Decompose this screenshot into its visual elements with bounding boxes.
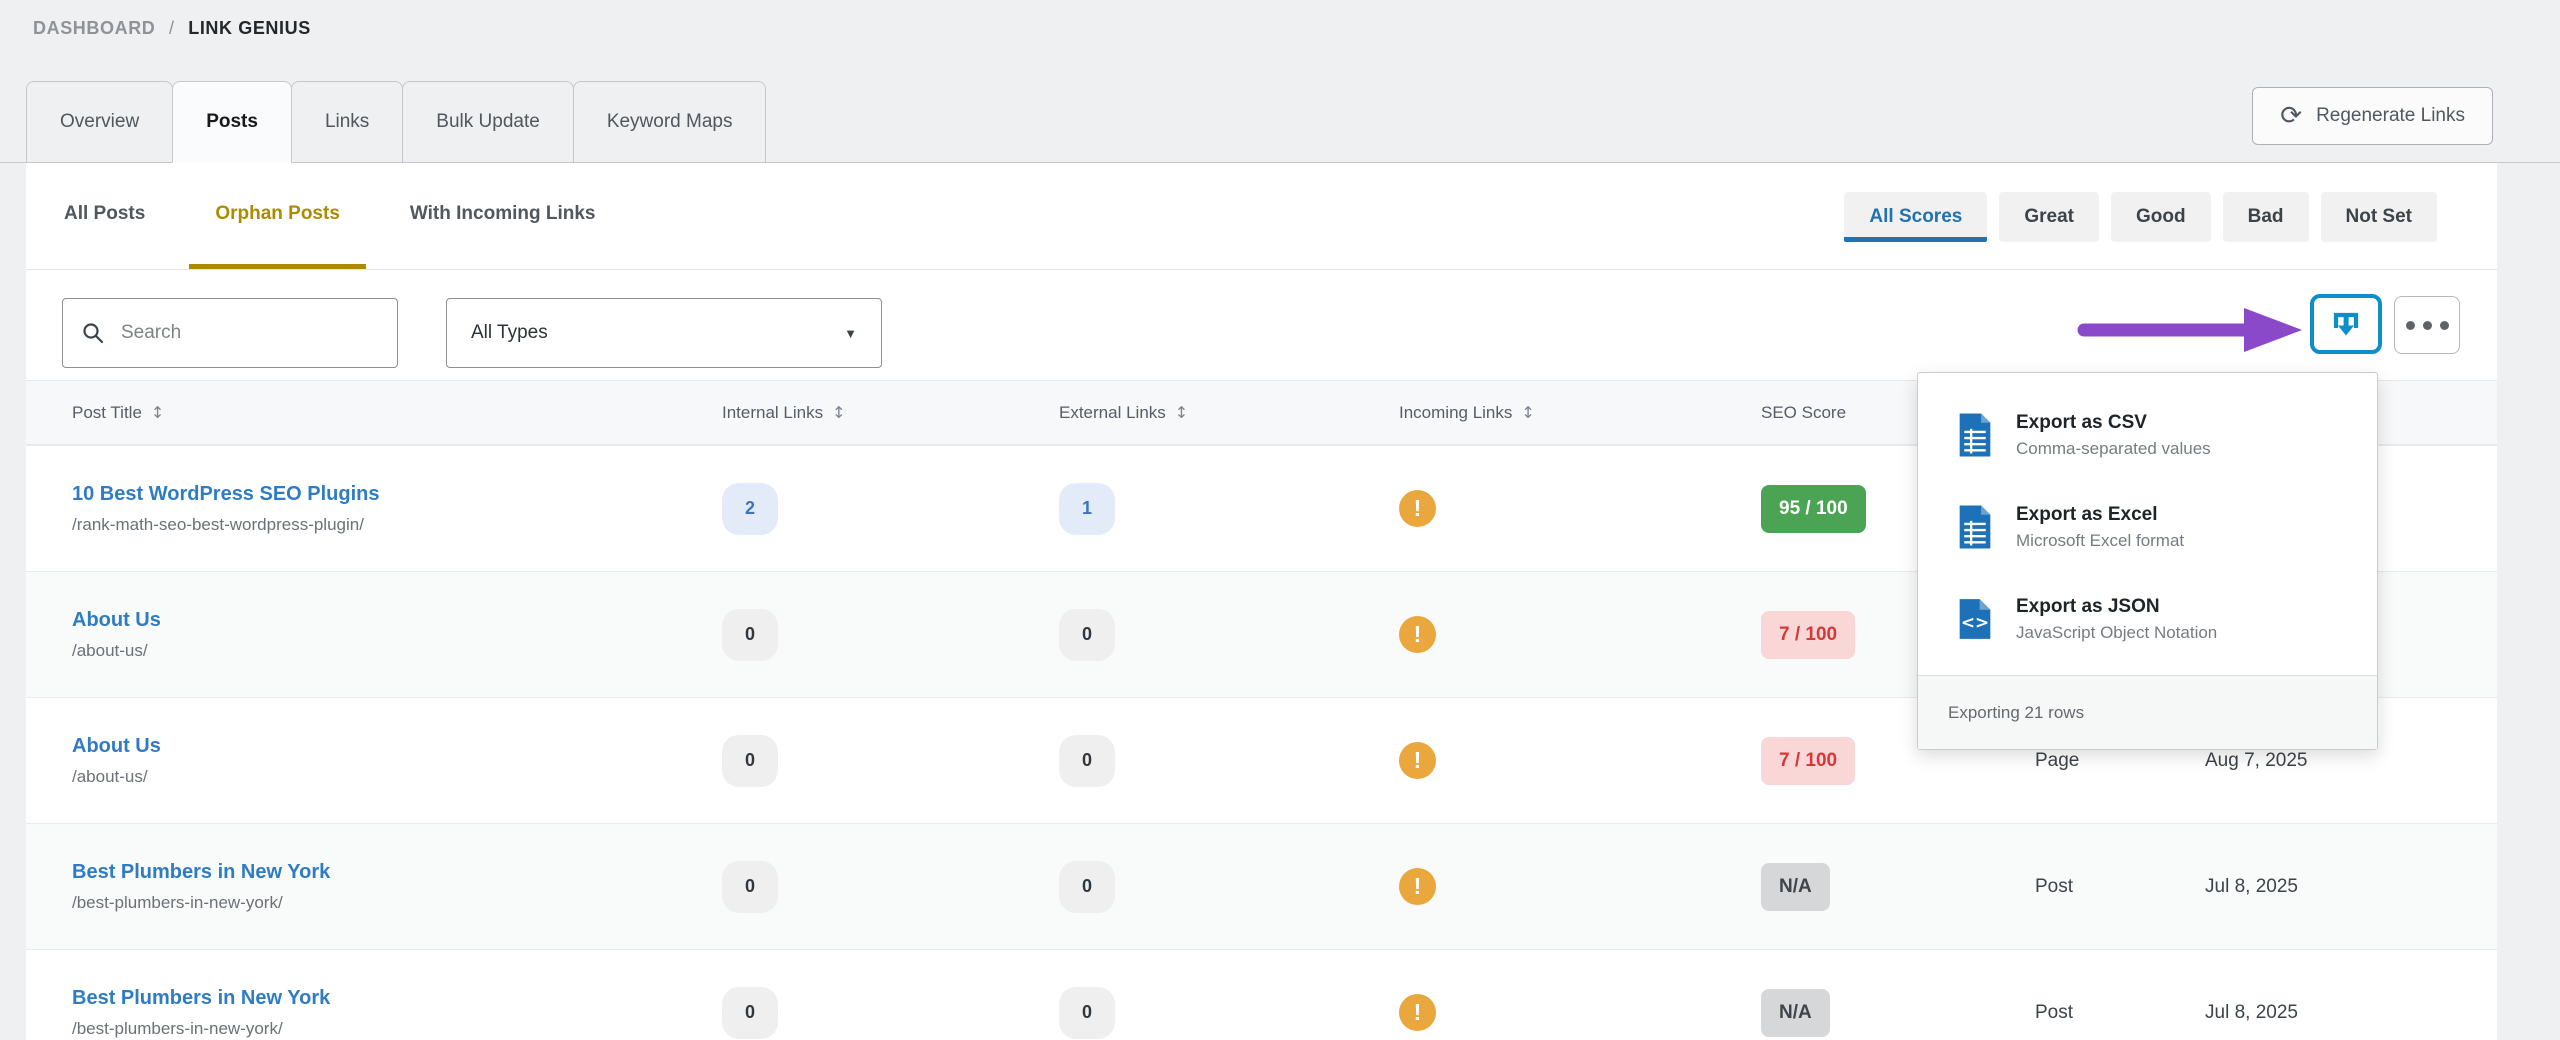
link-genius-page: DASHBOARD / LINK GENIUS Overview Posts L…: [0, 0, 2560, 1040]
post-title-link[interactable]: Best Plumbers in New York: [72, 861, 330, 883]
spreadsheet-icon: [1956, 504, 1994, 550]
external-links-badge[interactable]: 0: [1059, 609, 1115, 661]
export-json-item[interactable]: <> Export as JSON JavaScript Object Nota…: [1918, 573, 2377, 665]
regenerate-links-button[interactable]: ⟳ Regenerate Links: [2252, 87, 2493, 145]
table-row: Best Plumbers in New York /best-plumbers…: [26, 949, 2497, 1040]
search-input[interactable]: [119, 321, 379, 345]
seo-score-badge: 7 / 100: [1761, 611, 1855, 659]
post-url: /about-us/: [72, 767, 696, 787]
caret-down-icon: ▼: [844, 326, 857, 341]
search-icon: [81, 321, 105, 345]
main-tabs: Overview Posts Links Bulk Update Keyword…: [26, 81, 765, 163]
post-title-link[interactable]: Best Plumbers in New York: [72, 987, 330, 1009]
external-links-badge[interactable]: 0: [1059, 987, 1115, 1039]
internal-links-badge[interactable]: 2: [722, 483, 778, 535]
internal-links-badge[interactable]: 0: [722, 987, 778, 1039]
warning-icon: !: [1399, 490, 1436, 527]
tab-keyword-maps[interactable]: Keyword Maps: [573, 81, 767, 163]
tab-overview[interactable]: Overview: [26, 81, 173, 163]
code-file-icon: <>: [1956, 596, 1994, 642]
external-links-badge[interactable]: 0: [1059, 735, 1115, 787]
sync-icon: ⟳: [2280, 103, 2302, 129]
type-filter-select[interactable]: All Types ▼: [446, 298, 882, 368]
export-csv-description: Comma-separated values: [2016, 439, 2211, 459]
export-csv-item[interactable]: Export as CSV Comma-separated values: [1918, 389, 2377, 481]
export-excel-item[interactable]: Export as Excel Microsoft Excel format: [1918, 481, 2377, 573]
column-header-incoming-links[interactable]: Incoming Links↕: [1371, 403, 1731, 423]
internal-links-badge[interactable]: 0: [722, 609, 778, 661]
tab-posts[interactable]: Posts: [172, 81, 292, 163]
main-tab-bar: Overview Posts Links Bulk Update Keyword…: [0, 81, 2560, 163]
internal-links-badge[interactable]: 0: [722, 861, 778, 913]
export-download-icon: [2328, 308, 2364, 340]
export-excel-description: Microsoft Excel format: [2016, 531, 2184, 551]
post-title-link[interactable]: About Us: [72, 735, 161, 757]
warning-icon: !: [1399, 994, 1436, 1031]
export-json-label: Export as JSON: [2016, 596, 2217, 618]
post-date: Aug 7, 2025: [2171, 750, 2497, 772]
sort-icon[interactable]: ↕: [832, 403, 845, 422]
post-title-link[interactable]: 10 Best WordPress SEO Plugins: [72, 483, 380, 505]
svg-text:<>: <>: [1961, 612, 1989, 632]
internal-links-badge[interactable]: 0: [722, 735, 778, 787]
column-header-post-title[interactable]: Post Title↕: [26, 403, 696, 423]
export-dropdown-menu: Export as CSV Comma-separated values Exp…: [1917, 372, 2378, 750]
export-button[interactable]: [2310, 294, 2382, 354]
breadcrumb-dashboard[interactable]: DASHBOARD: [33, 18, 155, 38]
post-url: /best-plumbers-in-new-york/: [72, 893, 696, 913]
external-links-badge[interactable]: 1: [1059, 483, 1115, 535]
export-excel-label: Export as Excel: [2016, 504, 2184, 526]
search-box: [62, 298, 398, 368]
post-date: Jul 8, 2025: [2171, 876, 2497, 898]
export-json-description: JavaScript Object Notation: [2016, 623, 2217, 643]
filter-good[interactable]: Good: [2111, 192, 2211, 242]
more-options-button[interactable]: [2394, 296, 2460, 354]
seo-score-badge: N/A: [1761, 989, 1830, 1037]
post-url: /rank-math-seo-best-wordpress-plugin/: [72, 515, 696, 535]
regenerate-links-label: Regenerate Links: [2316, 105, 2465, 127]
warning-icon: !: [1399, 742, 1436, 779]
post-type: Page: [2001, 750, 2171, 772]
ellipsis-icon: [2406, 321, 2415, 330]
table-row: Best Plumbers in New York /best-plumbers…: [26, 823, 2497, 949]
column-header-external-links[interactable]: External Links↕: [1031, 403, 1371, 423]
seo-score-badge: N/A: [1761, 863, 1830, 911]
post-type: Post: [2001, 876, 2171, 898]
warning-icon: !: [1399, 616, 1436, 653]
filter-great[interactable]: Great: [1999, 192, 2099, 242]
warning-icon: !: [1399, 868, 1436, 905]
breadcrumb-page-title: LINK GENIUS: [188, 18, 311, 38]
subtab-with-incoming-links[interactable]: With Incoming Links: [384, 163, 622, 269]
seo-score-badge: 7 / 100: [1761, 737, 1855, 785]
type-filter-value: All Types: [471, 322, 548, 344]
tab-links[interactable]: Links: [291, 81, 403, 163]
subtab-all-posts[interactable]: All Posts: [38, 163, 171, 269]
filter-all-scores[interactable]: All Scores: [1844, 192, 1987, 242]
spreadsheet-icon: [1956, 412, 1994, 458]
post-url: /best-plumbers-in-new-york/: [72, 1019, 696, 1039]
tab-bulk-update[interactable]: Bulk Update: [402, 81, 574, 163]
column-header-internal-links[interactable]: Internal Links↕: [696, 403, 1031, 423]
sort-icon[interactable]: ↕: [1521, 403, 1534, 422]
post-type: Post: [2001, 1002, 2171, 1024]
post-url: /about-us/: [72, 641, 696, 661]
table-toolbar: All Types ▼: [26, 270, 2497, 380]
seo-score-badge: 95 / 100: [1761, 485, 1866, 533]
score-filter-group: All Scores Great Good Bad Not Set: [1844, 163, 2437, 270]
subtab-orphan-posts[interactable]: Orphan Posts: [189, 163, 366, 269]
post-date: Jul 8, 2025: [2171, 1002, 2497, 1024]
filter-not-set[interactable]: Not Set: [2321, 192, 2438, 242]
filter-bad[interactable]: Bad: [2223, 192, 2309, 242]
breadcrumb: DASHBOARD / LINK GENIUS: [33, 18, 311, 39]
breadcrumb-separator: /: [169, 18, 175, 38]
sort-icon[interactable]: ↕: [151, 403, 164, 422]
posts-subtab-row: All Posts Orphan Posts With Incoming Lin…: [26, 163, 2497, 270]
sort-icon[interactable]: ↕: [1175, 403, 1188, 422]
export-row-count: Exporting 21 rows: [1918, 675, 2377, 749]
external-links-badge[interactable]: 0: [1059, 861, 1115, 913]
export-csv-label: Export as CSV: [2016, 412, 2211, 434]
post-title-link[interactable]: About Us: [72, 609, 161, 631]
